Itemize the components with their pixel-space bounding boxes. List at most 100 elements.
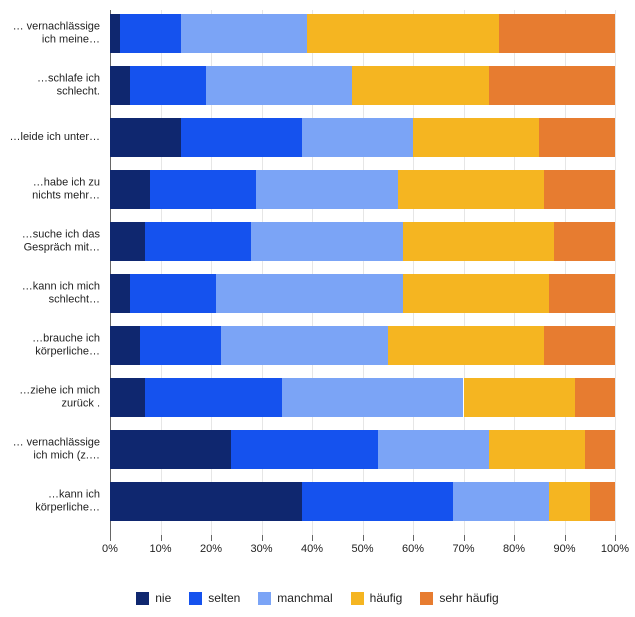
bar-segment-haeufig bbox=[549, 482, 589, 521]
stacked-bar-chart: 0%10%20%30%40%50%60%70%80%90%100% niesel… bbox=[0, 0, 635, 617]
bar-row bbox=[110, 274, 615, 313]
x-tick bbox=[413, 535, 414, 541]
legend-label: sehr häufig bbox=[439, 591, 498, 605]
legend-swatch bbox=[136, 592, 149, 605]
bar-segment-haeufig bbox=[352, 66, 488, 105]
x-tick-label: 20% bbox=[200, 543, 222, 555]
bar-segment-manchmal bbox=[453, 482, 549, 521]
bar-segment-nie bbox=[110, 118, 181, 157]
bar-row bbox=[110, 326, 615, 365]
bar-row bbox=[110, 482, 615, 521]
bar-segment-sehr_haeufig bbox=[549, 274, 615, 313]
bar-segment-selten bbox=[145, 378, 281, 417]
bar-segment-selten bbox=[302, 482, 454, 521]
y-tick-label: …kann ich körperliche… bbox=[5, 488, 105, 516]
bar-row bbox=[110, 170, 615, 209]
bar-segment-nie bbox=[110, 430, 231, 469]
bar-row bbox=[110, 14, 615, 53]
bar-segment-manchmal bbox=[216, 274, 403, 313]
x-tick-label: 0% bbox=[102, 543, 118, 555]
x-tick-label: 30% bbox=[250, 543, 272, 555]
bar-segment-haeufig bbox=[489, 430, 585, 469]
bar-segment-haeufig bbox=[307, 14, 499, 53]
bar-segment-nie bbox=[110, 482, 302, 521]
bar-segment-manchmal bbox=[181, 14, 307, 53]
x-tick-label: 10% bbox=[149, 543, 171, 555]
bar-segment-haeufig bbox=[403, 274, 549, 313]
legend-label: manchmal bbox=[277, 591, 332, 605]
y-tick-label: …kann ich mich schlecht… bbox=[5, 280, 105, 308]
y-tick-label: …ziehe ich mich zurück . bbox=[5, 384, 105, 412]
x-tick-label: 100% bbox=[601, 543, 629, 555]
bar-segment-haeufig bbox=[413, 118, 539, 157]
x-tick bbox=[565, 535, 566, 541]
bar-segment-sehr_haeufig bbox=[489, 66, 615, 105]
legend-item-nie: nie bbox=[136, 591, 171, 605]
x-tick bbox=[363, 535, 364, 541]
bar-segment-selten bbox=[145, 222, 251, 261]
legend-swatch bbox=[258, 592, 271, 605]
x-tick bbox=[161, 535, 162, 541]
y-tick-label: …brauche ich körperliche… bbox=[5, 332, 105, 360]
bar-segment-sehr_haeufig bbox=[575, 378, 615, 417]
bar-segment-manchmal bbox=[221, 326, 388, 365]
legend-item-sehr_haeufig: sehr häufig bbox=[420, 591, 498, 605]
bar-segment-sehr_haeufig bbox=[590, 482, 615, 521]
bar-segment-manchmal bbox=[302, 118, 413, 157]
bar-segment-sehr_haeufig bbox=[499, 14, 615, 53]
bar-segment-manchmal bbox=[251, 222, 403, 261]
bar-segment-nie bbox=[110, 222, 145, 261]
legend-item-haeufig: häufig bbox=[351, 591, 403, 605]
x-tick bbox=[110, 535, 111, 541]
bar-segment-manchmal bbox=[378, 430, 489, 469]
y-tick-label: … vernachlässige ich meine… bbox=[5, 20, 105, 48]
x-tick bbox=[464, 535, 465, 541]
bar-segment-manchmal bbox=[282, 378, 464, 417]
y-tick-label: …schlafe ich schlecht. bbox=[5, 72, 105, 100]
x-tick-label: 50% bbox=[351, 543, 373, 555]
legend-swatch bbox=[189, 592, 202, 605]
y-tick-label: …suche ich das Gespräch mit… bbox=[5, 228, 105, 256]
x-tick bbox=[262, 535, 263, 541]
bar-segment-sehr_haeufig bbox=[544, 326, 615, 365]
bar-segment-selten bbox=[120, 14, 181, 53]
bar-segment-nie bbox=[110, 14, 120, 53]
x-tick-label: 70% bbox=[452, 543, 474, 555]
bar-segment-selten bbox=[140, 326, 221, 365]
bar-segment-nie bbox=[110, 326, 140, 365]
bar-segment-sehr_haeufig bbox=[585, 430, 615, 469]
y-tick-label: … vernachlässige ich mich (z.… bbox=[5, 436, 105, 464]
bar-segment-sehr_haeufig bbox=[539, 118, 615, 157]
legend-swatch bbox=[420, 592, 433, 605]
x-tick-label: 60% bbox=[402, 543, 424, 555]
x-tick bbox=[615, 535, 616, 541]
bar-segment-manchmal bbox=[206, 66, 352, 105]
bar-segment-nie bbox=[110, 378, 145, 417]
x-tick-label: 90% bbox=[553, 543, 575, 555]
plot-area: 0%10%20%30%40%50%60%70%80%90%100% bbox=[110, 10, 615, 535]
x-tick bbox=[514, 535, 515, 541]
bar-row bbox=[110, 66, 615, 105]
bar-segment-haeufig bbox=[464, 378, 575, 417]
bar-segment-sehr_haeufig bbox=[544, 170, 615, 209]
bar-row bbox=[110, 430, 615, 469]
y-tick-label: …leide ich unter… bbox=[5, 131, 105, 145]
bar-row bbox=[110, 222, 615, 261]
x-tick-label: 80% bbox=[503, 543, 525, 555]
legend-label: häufig bbox=[370, 591, 403, 605]
bar-row bbox=[110, 118, 615, 157]
bar-segment-selten bbox=[150, 170, 256, 209]
legend-label: nie bbox=[155, 591, 171, 605]
bar-segment-selten bbox=[231, 430, 377, 469]
bar-segment-selten bbox=[181, 118, 302, 157]
bar-segment-haeufig bbox=[398, 170, 544, 209]
bar-segment-nie bbox=[110, 170, 150, 209]
bar-segment-sehr_haeufig bbox=[554, 222, 615, 261]
bar-segment-nie bbox=[110, 66, 130, 105]
bar-segment-haeufig bbox=[403, 222, 555, 261]
legend-label: selten bbox=[208, 591, 240, 605]
bar-segment-haeufig bbox=[388, 326, 545, 365]
x-tick bbox=[312, 535, 313, 541]
bar-row bbox=[110, 378, 615, 417]
x-tick-label: 40% bbox=[301, 543, 323, 555]
